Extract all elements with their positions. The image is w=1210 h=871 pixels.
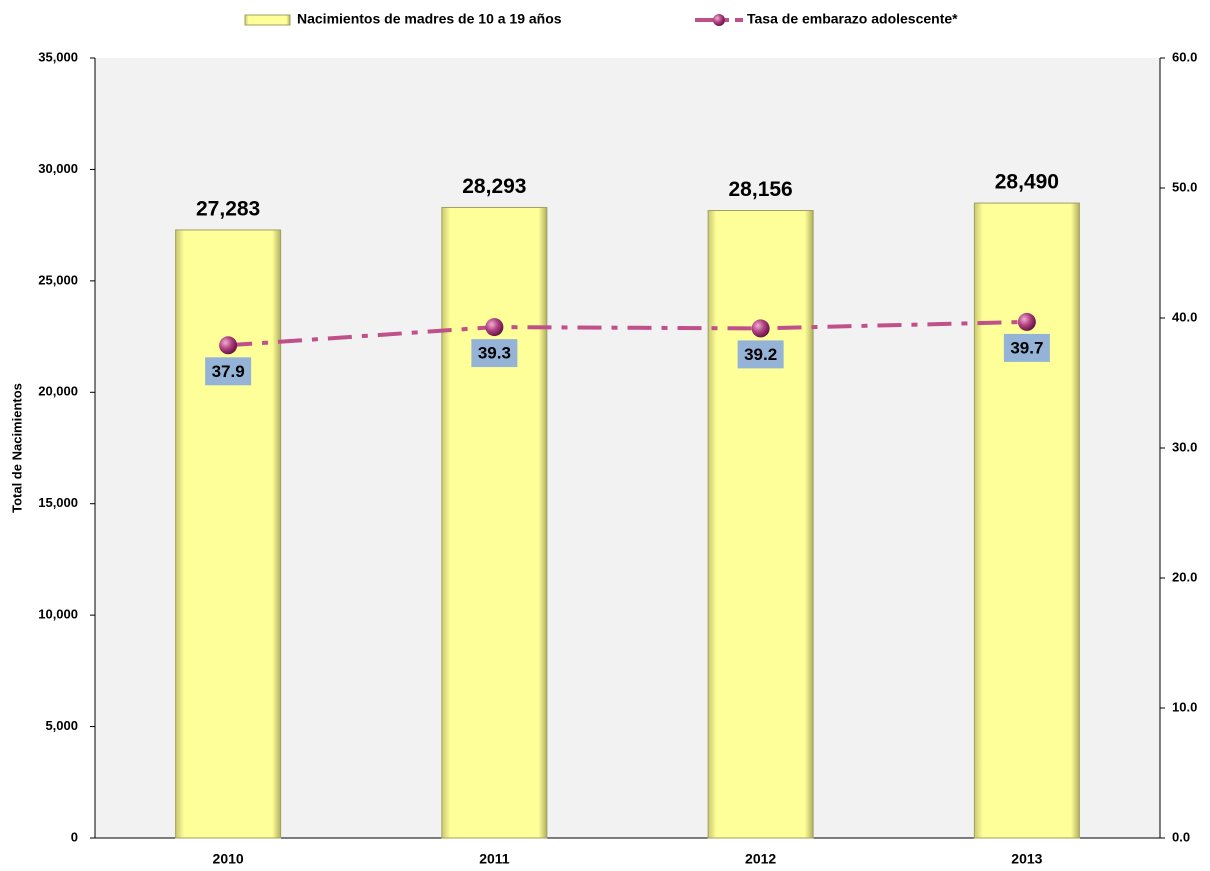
- y-tick-label: 15,000: [38, 495, 78, 510]
- x-tick-label: 2010: [213, 851, 244, 867]
- legend-swatch: [244, 14, 291, 26]
- line-marker: [751, 319, 770, 338]
- bar-value-label: 28,156: [729, 178, 793, 201]
- line-label-box: [737, 340, 784, 369]
- bar-value-label: 27,283: [196, 198, 260, 221]
- y2-tick-label: 10.0: [1172, 699, 1197, 714]
- line-value-label: 39.2: [744, 345, 777, 364]
- y-tick-label: 35,000: [38, 49, 78, 64]
- line-value-label: 39.3: [478, 344, 511, 363]
- legend-label: Nacimientos de madres de 10 a 19 años: [297, 11, 562, 27]
- y2-tick-label: 30.0: [1172, 439, 1197, 454]
- y2-tick-label: 40.0: [1172, 309, 1197, 324]
- x-tick-label: 2012: [745, 851, 776, 867]
- bar-value-label: 28,490: [995, 171, 1059, 194]
- line-label-box: [1003, 333, 1050, 362]
- x-tick-label: 2013: [1011, 851, 1042, 867]
- y2-tick-label: 50.0: [1172, 179, 1197, 194]
- line-label-box: [471, 339, 518, 368]
- y-tick-label: 0: [71, 829, 78, 844]
- y-tick-label: 10,000: [38, 607, 78, 622]
- line-value-label: 39.7: [1010, 338, 1043, 357]
- line: [227, 319, 1027, 348]
- bar: [441, 206, 548, 839]
- y-tick-label: 5,000: [45, 718, 78, 733]
- bar-value-label: 28,293: [462, 175, 526, 198]
- x-tick-label: 2011: [479, 851, 510, 867]
- bar: [973, 202, 1080, 839]
- y2-tick-label: 0.0: [1172, 829, 1190, 844]
- line-value-label: 37.9: [212, 362, 245, 381]
- y-tick-label: 30,000: [38, 161, 78, 176]
- y-tick-label: 20,000: [38, 384, 78, 399]
- bar: [707, 210, 814, 839]
- line-label-box: [205, 357, 252, 386]
- legend-label: Tasa de embarazo adolescente*: [747, 11, 958, 27]
- legend-marker: [713, 14, 725, 26]
- bar: [175, 229, 282, 839]
- y2-tick-label: 60.0: [1172, 49, 1197, 64]
- line-marker: [485, 318, 504, 337]
- y-tick-label: 25,000: [38, 272, 78, 287]
- line-marker: [219, 336, 238, 355]
- line-marker: [1017, 312, 1036, 331]
- y-axis-label: Total de Nacimientos: [9, 383, 24, 513]
- y2-tick-label: 20.0: [1172, 569, 1197, 584]
